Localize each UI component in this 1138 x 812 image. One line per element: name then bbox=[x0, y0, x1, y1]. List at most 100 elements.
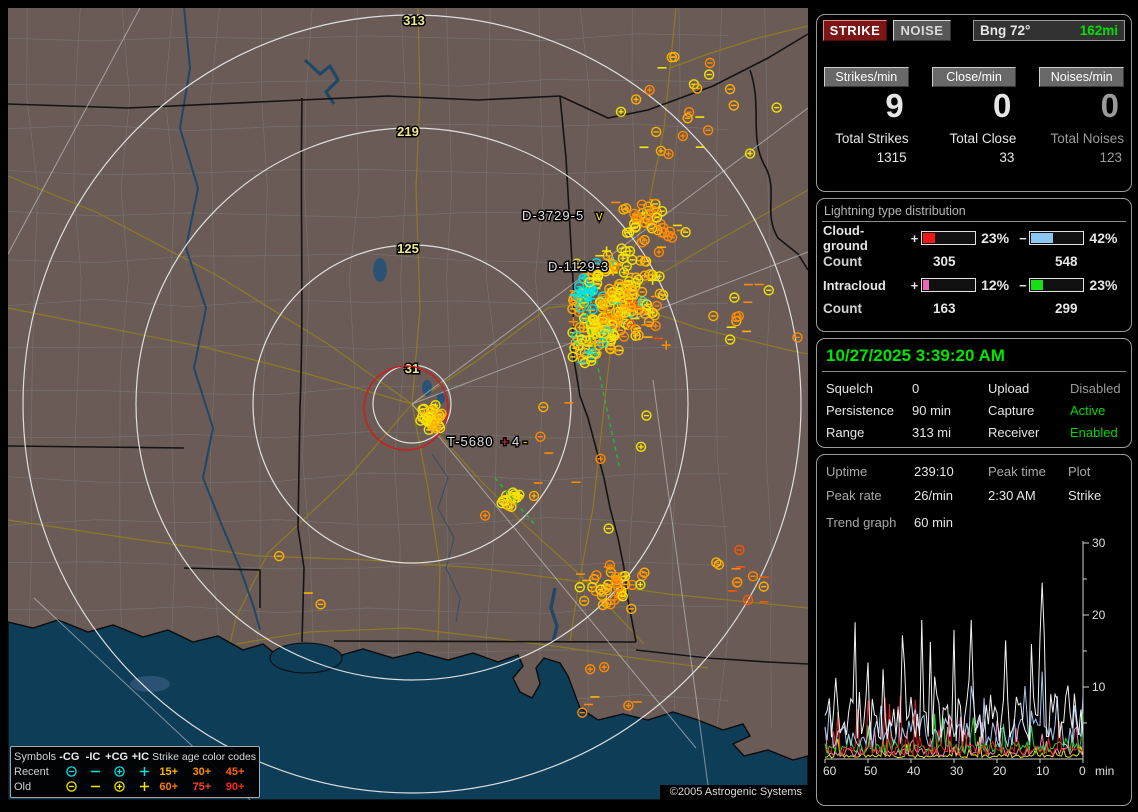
svg-text:+: + bbox=[501, 434, 510, 449]
cg-negative-pct: 42% bbox=[1089, 230, 1118, 246]
minus-sign: − bbox=[1019, 277, 1027, 293]
upload-label: Upload bbox=[988, 381, 1030, 396]
bearing-readout: Bng 72° 162mi bbox=[973, 20, 1125, 41]
capture-label: Capture bbox=[988, 403, 1035, 418]
ic-positive-count: 163 bbox=[933, 301, 956, 316]
plot-label: Plot bbox=[1068, 464, 1091, 479]
trend-series-pos-intracloud bbox=[824, 716, 1084, 758]
peak-rate-label: Peak rate bbox=[826, 488, 882, 503]
status-panel: 10/27/2025 3:39:20 AM Squelch 0 Upload D… bbox=[816, 338, 1132, 448]
ic-positive-pct: 12% bbox=[981, 277, 1010, 293]
lightning-map[interactable]: 31 125 219 313 D-3729-5 v D-1129-3 T-5680 +4- Sy… bbox=[8, 8, 808, 800]
svg-text:20: 20 bbox=[1092, 608, 1106, 622]
close-column: Close/min 0 Total Close 33 bbox=[931, 67, 1017, 165]
cg-positive-pct: 23% bbox=[981, 230, 1010, 246]
cloud-ground-row: Cloud-ground + 23% − 42% bbox=[817, 223, 1131, 253]
legend-row-recent: Recent 15+ 30+ 45+ bbox=[14, 765, 245, 778]
persistence-value: 90 min bbox=[912, 403, 952, 418]
svg-text:10: 10 bbox=[1036, 764, 1050, 778]
total-strikes-label: Total Strikes bbox=[835, 130, 909, 146]
noises-per-min-value: 0 bbox=[1100, 87, 1120, 124]
cloud-ground-count-row: Count 305 548 bbox=[817, 249, 1131, 274]
range-value: 313 mi bbox=[912, 425, 952, 440]
svg-text:D-3729-5: D-3729-5 bbox=[522, 208, 584, 223]
squelch-label: Squelch bbox=[826, 381, 873, 396]
trend-series-neg-cloud-ground bbox=[824, 671, 1084, 750]
storm-track-circle bbox=[363, 365, 449, 451]
plus-sign: + bbox=[910, 230, 919, 246]
datetime-display: 10/27/2025 3:39:20 AM bbox=[822, 339, 1126, 372]
svg-text:20: 20 bbox=[993, 764, 1007, 778]
cg-positive-count: 305 bbox=[933, 254, 956, 269]
bearing-value: Bng 72° bbox=[980, 23, 1031, 38]
close-per-min-button[interactable]: Close/min bbox=[931, 67, 1017, 87]
svg-text:T-5680: T-5680 bbox=[447, 434, 493, 449]
plot-value: Strike bbox=[1068, 488, 1102, 503]
count-label: Count bbox=[823, 254, 862, 269]
upload-status: Disabled bbox=[1070, 381, 1121, 396]
receiver-status: Enabled bbox=[1070, 425, 1118, 440]
strike-symbols bbox=[273, 51, 803, 718]
trend-series-pos-cloud-ground bbox=[824, 695, 1084, 757]
uptime-value: 239:10 bbox=[914, 464, 954, 479]
ic-negative-pct: 23% bbox=[1089, 277, 1118, 293]
distribution-panel: Lightning type distribution Cloud-ground… bbox=[816, 198, 1132, 332]
svg-text:D-1129-3: D-1129-3 bbox=[548, 259, 609, 274]
svg-text:219: 219 bbox=[397, 124, 419, 139]
persistence-label: Persistence bbox=[826, 403, 894, 418]
map-canvas[interactable]: 31 125 219 313 D-3729-5 v D-1129-3 T-5680 +4- bbox=[8, 8, 808, 800]
noises-column: Noises/min 0 Total Noises 123 bbox=[1039, 67, 1125, 165]
cloud-ground-label: Cloud-ground bbox=[823, 223, 868, 253]
ic-negative-count: 299 bbox=[1055, 301, 1078, 316]
total-close-label: Total Close bbox=[949, 130, 1017, 146]
svg-text:0: 0 bbox=[1079, 764, 1086, 778]
legend-row-old: Old 60+ 75+ 90+ bbox=[14, 780, 245, 793]
ic-negative-bar bbox=[1029, 278, 1085, 292]
uptime-label: Uptime bbox=[826, 464, 868, 479]
total-noises-value: 123 bbox=[1099, 149, 1123, 165]
ic-positive-bar bbox=[920, 278, 977, 292]
svg-text:40: 40 bbox=[907, 764, 921, 778]
trend-graph-value: 60 min bbox=[914, 515, 954, 530]
trend-series-noises bbox=[824, 736, 1084, 759]
intracloud-row: Intracloud + 12% − 23% bbox=[817, 274, 1131, 296]
strikes-per-min-button[interactable]: Strikes/min bbox=[824, 67, 909, 87]
svg-text:30: 30 bbox=[1092, 536, 1106, 550]
legend-header: Symbols -CG -IC +CG +IC Strike age color code… bbox=[14, 750, 257, 763]
peak-time-value: 2:30 AM bbox=[988, 488, 1036, 503]
svg-text:30: 30 bbox=[950, 764, 964, 778]
svg-text:50: 50 bbox=[864, 764, 878, 778]
trend-graph-label: Trend graph bbox=[826, 515, 897, 530]
cg-positive-bar bbox=[920, 231, 977, 245]
intracloud-label: Intracloud bbox=[823, 277, 886, 293]
strikes-column: Strikes/min 9 Total Strikes 1315 bbox=[824, 67, 909, 165]
receiver-label: Receiver bbox=[988, 425, 1040, 440]
storm-labels: D-3729-5 v D-1129-3 T-5680 +4- bbox=[446, 207, 610, 451]
total-strikes-value: 1315 bbox=[876, 149, 907, 165]
range-ring-labels: 31 125 219 313 bbox=[396, 12, 427, 378]
distribution-title: Lightning type distribution bbox=[822, 199, 1126, 222]
squelch-value: 0 bbox=[912, 381, 920, 396]
svg-text:4: 4 bbox=[512, 434, 520, 449]
capture-status: Active bbox=[1070, 403, 1106, 418]
svg-text:31: 31 bbox=[405, 361, 419, 376]
peak-time-label: Peak time bbox=[988, 464, 1046, 479]
svg-text:v: v bbox=[596, 208, 604, 223]
strikes-per-min-value: 9 bbox=[885, 87, 904, 124]
cg-negative-count: 548 bbox=[1055, 254, 1078, 269]
peak-rate-value: 26/min bbox=[914, 488, 954, 503]
count-label: Count bbox=[823, 301, 862, 316]
range-label: Range bbox=[826, 425, 865, 440]
noises-per-min-button[interactable]: Noises/min bbox=[1039, 67, 1125, 87]
close-per-min-value: 0 bbox=[992, 87, 1012, 124]
svg-text:60: 60 bbox=[823, 764, 837, 778]
map-legend: Symbols -CG -IC +CG +IC Strike age color code… bbox=[10, 746, 260, 798]
trend-series-strikes-total bbox=[824, 582, 1084, 742]
trend-graph: 30 20 10 60 50 40 30 20 10 0 min bbox=[823, 536, 1114, 778]
total-close-value: 33 bbox=[999, 149, 1015, 165]
noise-mode-button[interactable]: NOISE bbox=[893, 20, 951, 41]
counters-panel: STRIKE NOISE Bng 72° 162mi Strikes/min 9… bbox=[816, 14, 1132, 192]
copyright-text: ©2005 Astrogenic Systems bbox=[659, 785, 808, 800]
strike-mode-button[interactable]: STRIKE bbox=[823, 20, 887, 41]
